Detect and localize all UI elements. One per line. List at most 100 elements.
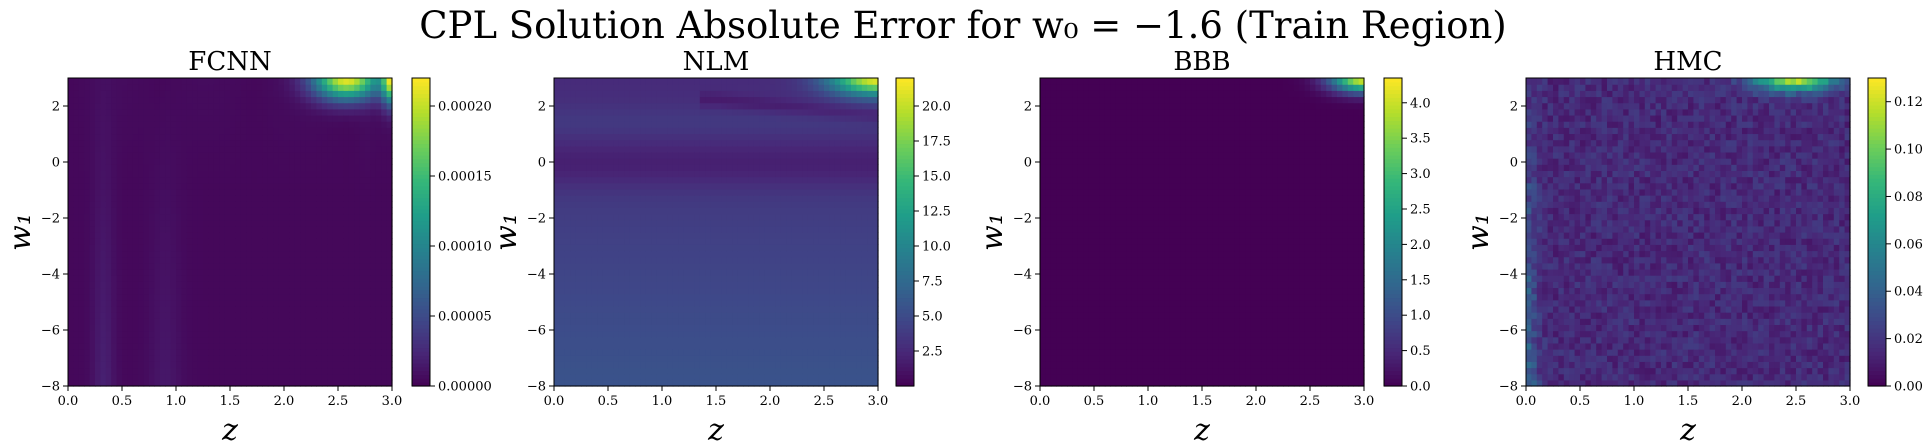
heatmap-cell (111, 355, 118, 362)
heatmap-cell (716, 219, 722, 227)
heatmap-cell (197, 268, 204, 276)
heatmap-cell (359, 299, 366, 307)
heatmap-cell (305, 342, 312, 350)
heatmap-cell (149, 188, 155, 196)
heatmap-cell (230, 176, 236, 184)
heatmap-cell (89, 299, 96, 307)
heatmap-cell (294, 114, 301, 122)
heatmap-cell (100, 102, 107, 110)
heatmap-cell (338, 256, 344, 264)
heatmap-cell (343, 275, 350, 282)
heatmap-cell (743, 188, 749, 196)
heatmap-cell (132, 102, 139, 110)
heatmap-cell (203, 232, 209, 239)
heatmap-cell (338, 361, 344, 369)
heatmap-cell (311, 238, 317, 245)
heatmap-cell (608, 201, 614, 208)
heatmap-cell (559, 145, 566, 153)
heatmap-cell (89, 318, 96, 325)
heatmap-cell (629, 268, 636, 276)
heatmap-cell (635, 268, 641, 276)
heatmap-cell (591, 182, 598, 190)
heatmap-cell (575, 201, 582, 208)
heatmap-cell (618, 158, 625, 165)
heatmap-cell (181, 361, 188, 369)
heatmap-cell (278, 287, 285, 295)
heatmap-cell (359, 287, 366, 295)
heatmap-cell (354, 250, 361, 258)
heatmap-cell (381, 213, 388, 221)
heatmap-cell (122, 287, 128, 295)
heatmap-cell (316, 312, 323, 319)
heatmap-cell (608, 367, 614, 375)
heatmap-cell (111, 318, 118, 325)
heatmap-cell (332, 188, 339, 196)
heatmap-cell (186, 330, 193, 338)
heatmap-cell (581, 262, 587, 270)
heatmap-cell (197, 145, 204, 153)
heatmap-cell (224, 114, 231, 122)
heatmap-cell (662, 361, 668, 369)
heatmap-cell (138, 232, 145, 239)
heatmap-cell (386, 225, 393, 233)
heatmap-cell (338, 207, 344, 215)
heatmap-cell (305, 324, 312, 332)
heatmap-cell (294, 84, 301, 91)
heatmap-cell (138, 349, 145, 356)
heatmap-cell (678, 268, 685, 276)
heatmap-cell (316, 176, 323, 184)
heatmap-cell (84, 195, 91, 202)
heatmap-cell (748, 268, 755, 276)
heatmap-cell (73, 373, 80, 381)
heatmap-cell (343, 84, 350, 91)
heatmap-cell (608, 127, 614, 135)
heatmap-cell (564, 262, 571, 270)
heatmap-cell (737, 219, 744, 227)
heatmap-cell (143, 195, 150, 202)
heatmap-cell (111, 268, 118, 276)
heatmap-cell (705, 349, 712, 356)
heatmap-cell (273, 312, 280, 319)
heatmap-cell (721, 78, 728, 85)
heatmap-cell (748, 373, 755, 381)
heatmap-cell (651, 256, 658, 264)
heatmap-cell (737, 373, 744, 381)
x-tick-label: 0.0 (58, 394, 79, 409)
heatmap-cell (311, 164, 317, 171)
heatmap-cell (629, 373, 636, 381)
heatmap-cell (667, 96, 674, 104)
heatmap-cell (683, 299, 690, 307)
colorbar-segment (412, 131, 430, 137)
heatmap-cell (375, 268, 382, 276)
heatmap-cell (689, 305, 695, 313)
heatmap-cell (262, 312, 269, 319)
heatmap-cell (375, 201, 382, 208)
heatmap-cell (73, 213, 80, 221)
heatmap-cell (262, 182, 269, 190)
heatmap-cell (354, 127, 361, 135)
heatmap-cell (311, 318, 317, 325)
heatmap-cell (597, 78, 604, 85)
heatmap-cell (89, 201, 96, 208)
heatmap-cell (149, 195, 155, 202)
heatmap-cell (251, 195, 258, 202)
heatmap-cell (678, 367, 685, 375)
heatmap-cell (186, 108, 193, 116)
heatmap-cell (305, 275, 312, 282)
heatmap-cell (381, 361, 388, 369)
heatmap-cell (672, 232, 679, 239)
colorbar-segment (412, 289, 430, 295)
heatmap-cell (651, 151, 658, 159)
heatmap-cell (683, 225, 690, 233)
heatmap-cell (73, 182, 80, 190)
heatmap-cell (159, 379, 166, 387)
heatmap-cell (95, 151, 101, 159)
heatmap-cell (645, 238, 652, 245)
heatmap-cell (672, 225, 679, 233)
heatmap-cell (203, 287, 209, 295)
heatmap-cell (257, 90, 263, 98)
heatmap-cell (651, 219, 658, 227)
heatmap-cell (338, 312, 344, 319)
heatmap-cell (726, 188, 733, 196)
heatmap-cell (165, 151, 172, 159)
